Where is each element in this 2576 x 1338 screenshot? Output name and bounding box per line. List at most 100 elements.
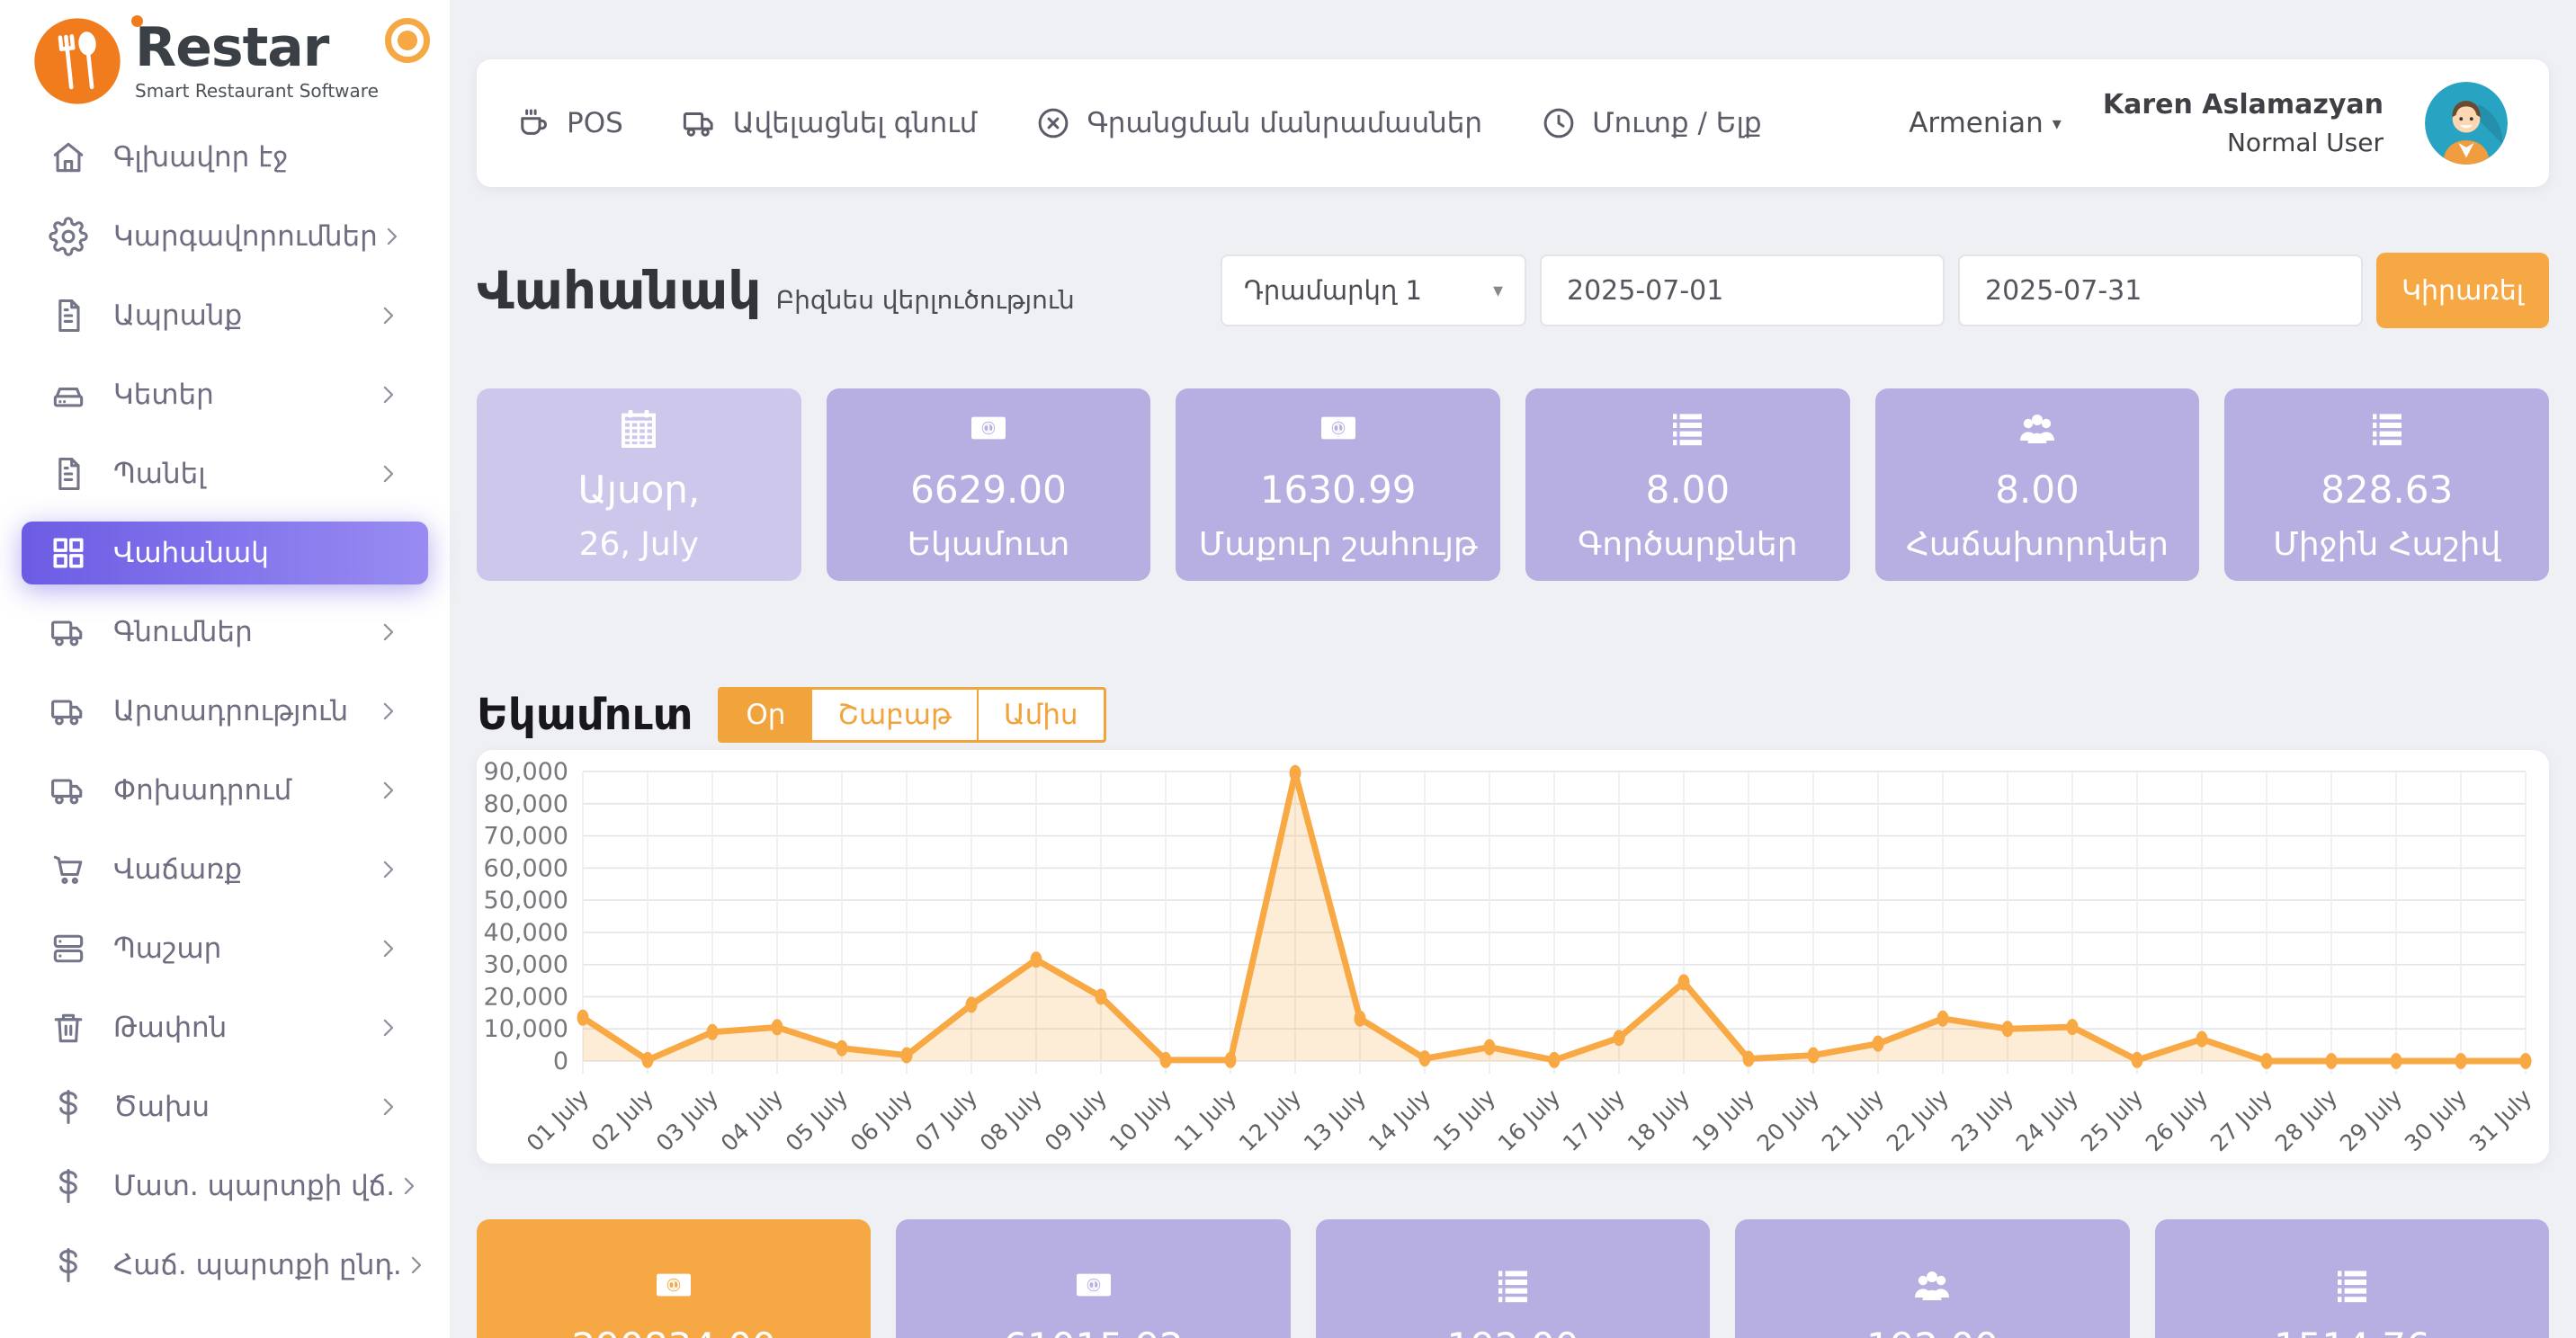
pos-cup-icon (514, 104, 552, 142)
svg-text:03 July: 03 July (651, 1084, 724, 1157)
sidebar-item-Ծախս[interactable]: Ծախս (22, 1075, 428, 1138)
home-icon (49, 138, 88, 177)
sidebar-item-Հաճ. պարտքի ընդ.[interactable]: Հաճ. պարտքի ընդ. (22, 1234, 428, 1297)
truck-icon (49, 691, 88, 731)
stat-card-value: 828.63 (2321, 468, 2454, 512)
svg-text:40,000: 40,000 (484, 919, 568, 947)
stat-card-value: 1514.76 (2274, 1325, 2430, 1338)
sidebar-item-label: Թափոն (113, 1012, 228, 1044)
chevron-right-icon (374, 460, 401, 487)
date-to-input[interactable] (1958, 254, 2363, 326)
stat-card: 8.00 Հաճախորդներ (1874, 388, 2200, 581)
sidebar-item-label: Գնումներ (113, 616, 253, 648)
apply-button[interactable]: Կիրառել (2376, 253, 2549, 328)
stat-card: 828.63 Միջին Հաշիվ (2224, 388, 2550, 581)
cash-register-select[interactable]: Դրամարկղ 1 ▾ (1221, 254, 1526, 326)
sidebar-item-Պանել[interactable]: Պանել (22, 442, 428, 505)
svg-text:30 July: 30 July (2400, 1084, 2473, 1157)
chevron-right-icon (374, 1014, 401, 1041)
svg-text:0: 0 (553, 1048, 568, 1075)
topbar-item-label: Մուտք / Ելք (1592, 107, 1762, 139)
cart-icon (49, 850, 88, 889)
list-icon (1491, 1263, 1534, 1307)
sidebar-item-Մատ. պարտքի վճ.[interactable]: Մատ. պարտքի վճ. (22, 1155, 428, 1218)
sidebar-item-Վահանակ[interactable]: Վահանակ (22, 522, 428, 584)
language-selector[interactable]: Armenian ▾ (1909, 107, 2062, 139)
sidebar-item-Կետեր[interactable]: Կետեր (22, 363, 428, 426)
list-icon (2366, 406, 2409, 450)
svg-text:30,000: 30,000 (484, 951, 568, 979)
chevron-right-icon (374, 381, 401, 408)
revenue-chart: 0 10,000 20,000 30,000 40,000 50,000 60,000 70,… (477, 750, 2549, 1164)
svg-text:17 July: 17 July (1558, 1084, 1631, 1157)
totals-cards-row: 1 290834.00 1 61015.92 192.00 192.00 151… (477, 1219, 2550, 1338)
svg-text:13 July: 13 July (1299, 1084, 1372, 1157)
svg-text:10 July: 10 July (1105, 1084, 1177, 1157)
stack-icon (49, 929, 88, 968)
chevron-right-icon (374, 777, 401, 804)
sidebar-item-label: Կետեր (113, 379, 214, 411)
sidebar-item-Գլխավոր էջ[interactable]: Գլխավոր էջ (22, 126, 428, 189)
topbar-item-Ավելացնել գնում[interactable]: Ավելացնել գնում (681, 104, 977, 142)
sidebar-item-Փոխադրում[interactable]: Փոխադրում (22, 759, 428, 822)
calendar-icon (617, 406, 660, 450)
svg-text:14 July: 14 July (1364, 1084, 1436, 1157)
svg-text:1: 1 (985, 424, 991, 434)
chevron-right-icon (374, 619, 401, 646)
tab-Շաբաթ[interactable]: Շաբաթ (812, 690, 979, 740)
svg-text:01 July: 01 July (522, 1084, 595, 1157)
sidebar-item-label: Գլխավոր էջ (113, 141, 289, 174)
gear-icon (49, 217, 88, 256)
stat-card-label: Մաքուր շահույթ (1198, 526, 1478, 563)
svg-text:1: 1 (1090, 1280, 1096, 1290)
page-title: Վահանակ (477, 260, 762, 321)
sidebar-item-Թափոն[interactable]: Թափոն (22, 996, 428, 1059)
dollar-icon (49, 1166, 88, 1206)
stat-card: 1 1630.99 Մաքուր շահույթ (1176, 388, 1501, 581)
cash-register-value: Դրամարկղ 1 (1244, 275, 1422, 306)
svg-text:11 July: 11 July (1169, 1084, 1242, 1157)
dollar-icon (49, 1087, 88, 1127)
page-header: Վահանակ Բիզնես վերլուծություն Դրամարկղ 1… (477, 252, 2549, 329)
stat-card-label: Միջին Հաշիվ (2273, 526, 2501, 563)
stat-card: 192.00 (1735, 1219, 2130, 1338)
sidebar-item-label: Կարգավորումներ (113, 220, 378, 253)
svg-text:15 July: 15 July (1428, 1084, 1501, 1157)
trash-icon (49, 1008, 88, 1048)
sidebar-item-Կարգավորումներ[interactable]: Կարգավորումներ (22, 205, 428, 268)
sidebar-toggle-button[interactable] (385, 18, 430, 63)
grid-icon (49, 533, 88, 573)
sidebar-item-label: Պաշար (113, 932, 222, 965)
svg-text:21 July: 21 July (1817, 1084, 1890, 1157)
sidebar: Restar Smart Restaurant Software Գլխավոր… (0, 0, 450, 1338)
sidebar-item-Գնումներ[interactable]: Գնումներ (22, 601, 428, 664)
revenue-title: Եկամուտ (477, 690, 693, 740)
stat-card-value: 61015.92 (1003, 1325, 1183, 1338)
sidebar-item-Ապրանք[interactable]: Ապրանք (22, 284, 428, 347)
svg-text:24 July: 24 July (2011, 1084, 2084, 1157)
sidebar-item-label: Ծախս (113, 1091, 210, 1123)
user-avatar[interactable] (2425, 82, 2508, 165)
svg-text:1: 1 (1335, 424, 1341, 434)
stat-card-value: 8.00 (1645, 468, 1731, 512)
topbar-item-POS[interactable]: POS (514, 104, 623, 142)
document-icon (49, 454, 88, 494)
date-from-input[interactable] (1540, 254, 1945, 326)
svg-text:23 July: 23 July (1946, 1084, 2019, 1157)
user-role: Normal User (2226, 128, 2384, 157)
topbar-item-Գրանցման մանրամասներ[interactable]: Գրանցման մանրամասներ (1034, 104, 1482, 142)
chevron-right-icon (374, 1093, 401, 1120)
users-icon (2016, 406, 2059, 450)
svg-text:08 July: 08 July (975, 1084, 1048, 1157)
revenue-section-header: Եկամուտ Օր Շաբաթ Ամիս (477, 685, 2549, 745)
tab-Ամիս[interactable]: Ամիս (1003, 699, 1078, 731)
period-tabs: Օր Շաբաթ Ամիս (718, 687, 1106, 743)
sidebar-item-Արտադրություն[interactable]: Արտադրություն (22, 680, 428, 743)
svg-text:28 July: 28 July (2270, 1084, 2343, 1157)
topbar-item-Մուտք / Ելք[interactable]: Մուտք / Ելք (1540, 104, 1762, 142)
tab-Օր[interactable]: Օր (720, 690, 813, 740)
svg-text:04 July: 04 July (716, 1084, 789, 1157)
sidebar-item-label: Վաճառք (113, 853, 243, 886)
sidebar-item-Պաշար[interactable]: Պաշար (22, 917, 428, 980)
sidebar-item-Վաճառք[interactable]: Վաճառք (22, 838, 428, 901)
